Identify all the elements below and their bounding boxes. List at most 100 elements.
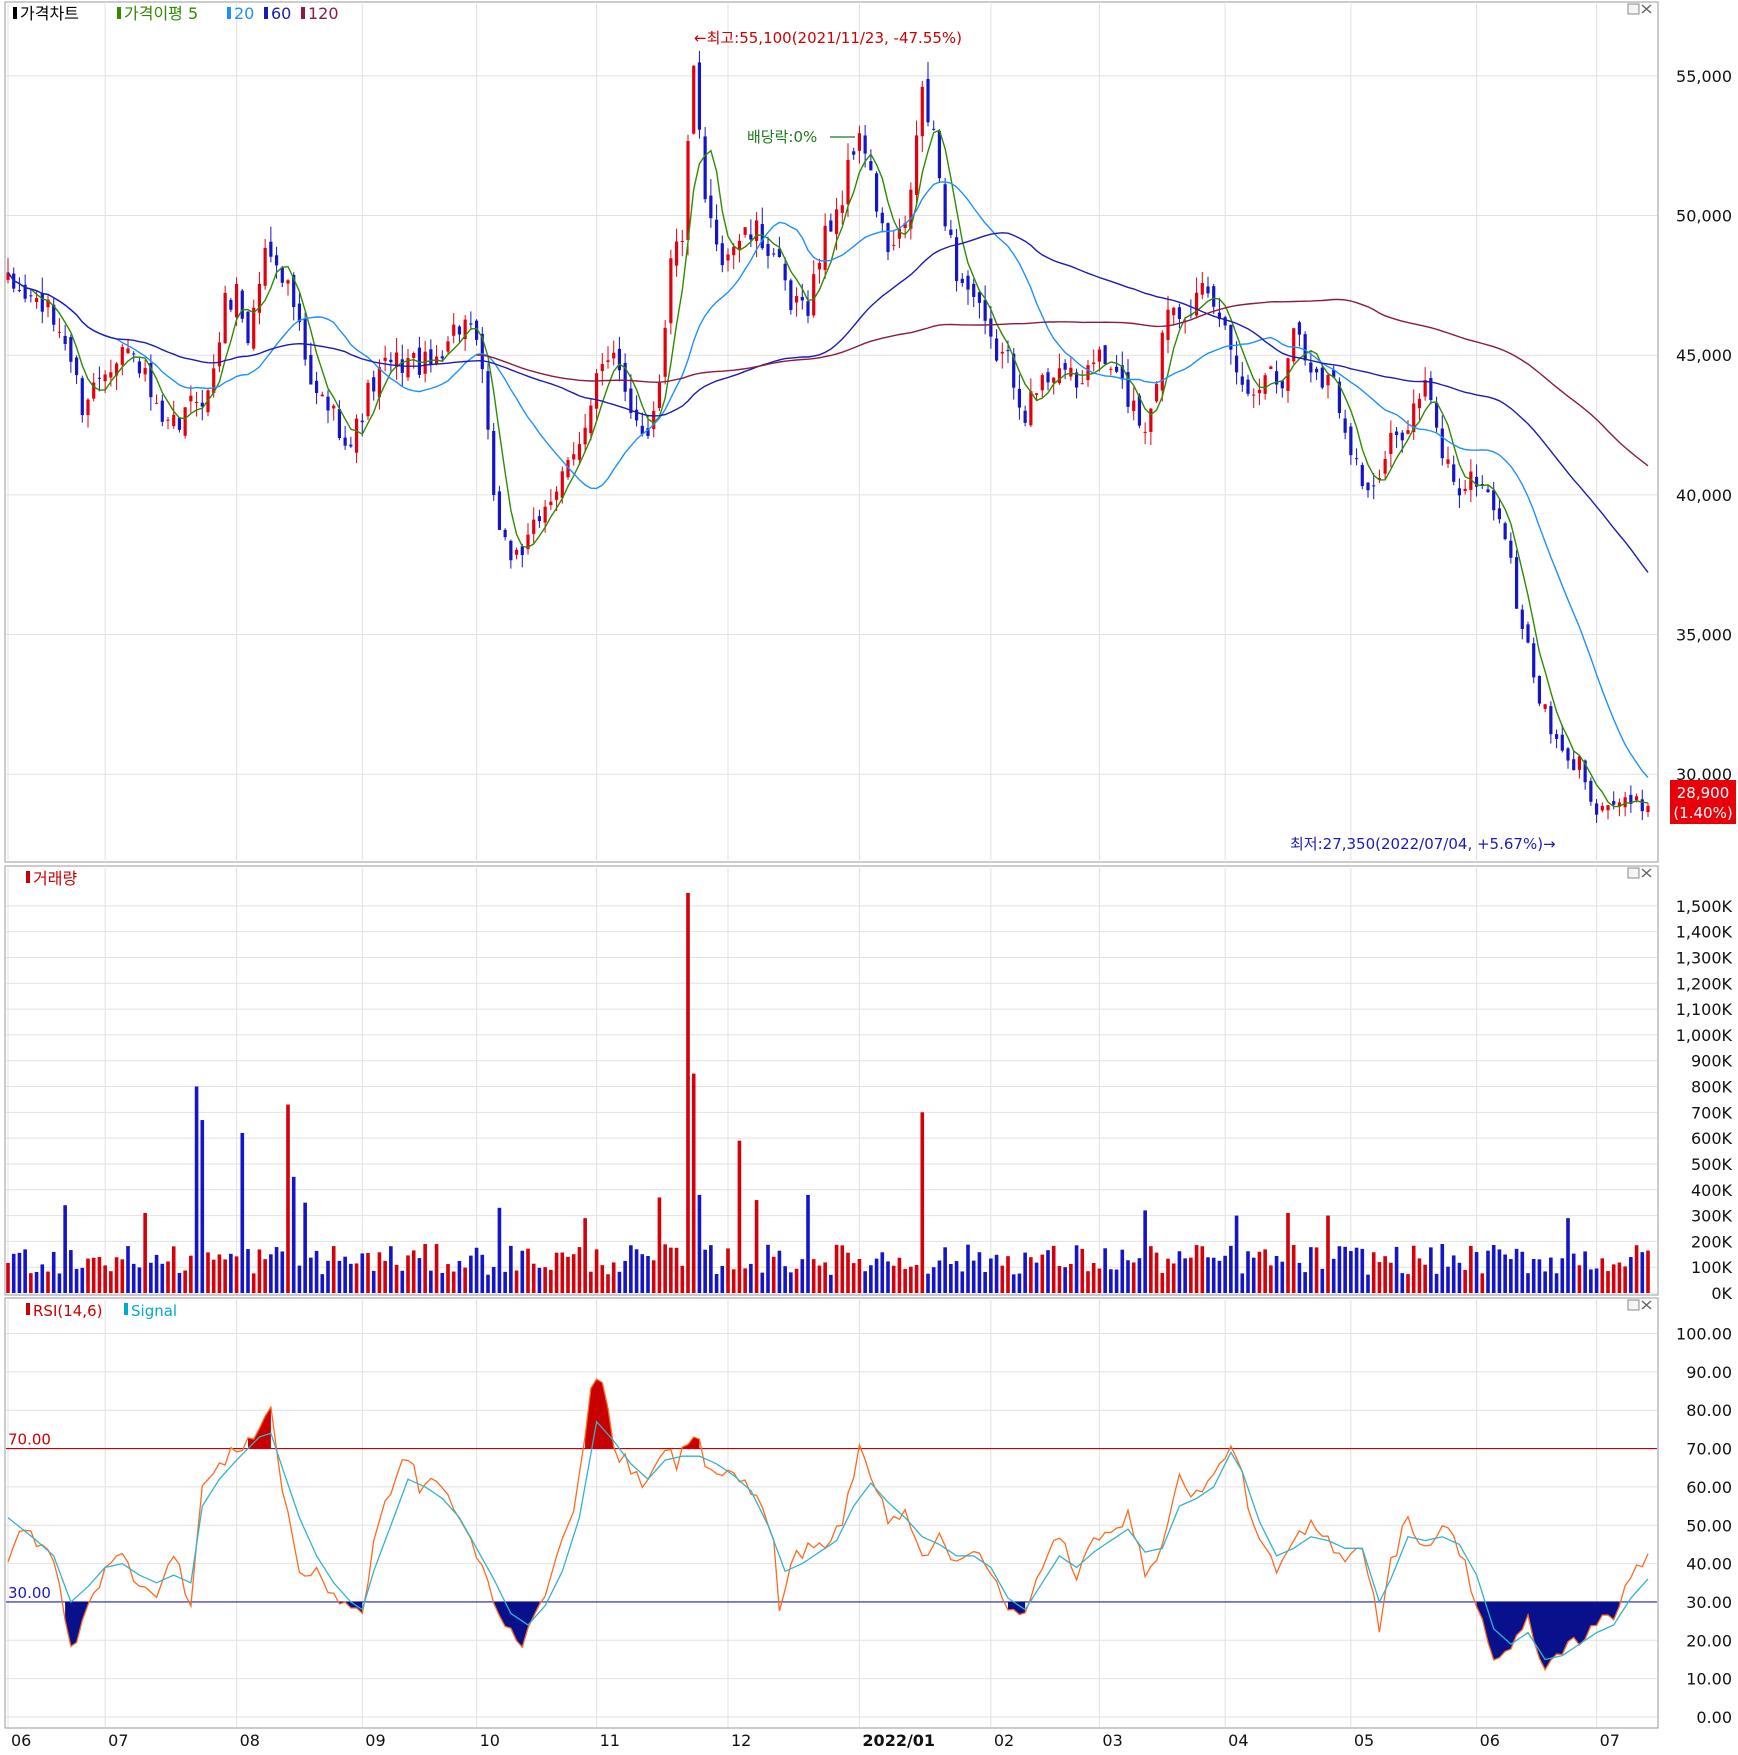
volume-axis-label: 0K [1711, 1284, 1732, 1303]
candle [583, 413, 587, 453]
candle-body [309, 354, 313, 385]
candle-body [549, 501, 553, 506]
volume-bar [526, 1248, 530, 1293]
candle [23, 274, 27, 303]
candle [1377, 469, 1382, 484]
candle [697, 50, 702, 139]
candle [823, 213, 827, 279]
candle-body [297, 303, 302, 323]
candle-body [857, 133, 862, 151]
candle-body [754, 220, 759, 242]
signal-line [7, 1420, 1649, 1661]
volume-bar [771, 1256, 776, 1293]
candle-body [63, 335, 67, 345]
minimize-icon[interactable] [1627, 3, 1640, 15]
candle [1240, 361, 1244, 392]
candle [469, 311, 473, 330]
candle [503, 528, 507, 541]
close-icon[interactable] [1641, 4, 1652, 14]
volume-bar [1206, 1257, 1210, 1293]
volume-axis-label: 200K [1691, 1232, 1733, 1251]
volume-bar [1623, 1266, 1627, 1293]
candle [1497, 499, 1502, 524]
minimize-icon[interactable] [1627, 1299, 1640, 1311]
volume-bar [1543, 1271, 1547, 1293]
candle-body [1606, 805, 1610, 811]
close-icon[interactable] [1641, 1300, 1652, 1310]
x-axis-label: 09 [365, 1731, 385, 1750]
close-icon[interactable] [1641, 868, 1652, 878]
candle-body [429, 349, 433, 365]
candle-body [1126, 372, 1130, 407]
volume-bar [1491, 1245, 1496, 1293]
volume-bar [1051, 1245, 1056, 1293]
legend-marker [117, 7, 121, 19]
volume-bar [1194, 1245, 1199, 1293]
volume-axis-label: 900K [1691, 1052, 1733, 1071]
candle [1440, 415, 1444, 466]
volume-bar [703, 1249, 707, 1293]
candle-body [383, 357, 387, 361]
candle [1343, 409, 1347, 440]
candle-body [1252, 394, 1256, 396]
candle [880, 207, 884, 233]
minimize-icon[interactable] [1627, 867, 1640, 879]
candle-body [937, 131, 942, 179]
candle-body [1200, 283, 1204, 295]
volume-bar [754, 1200, 759, 1293]
candle-body [17, 290, 22, 292]
candle [269, 226, 273, 263]
candle [760, 207, 764, 251]
volume-bar [1200, 1246, 1205, 1293]
candle [309, 342, 313, 385]
volume-bar [954, 1261, 959, 1293]
rsi-level-label: 70.00 [8, 1431, 51, 1449]
candle [549, 489, 553, 511]
candle [966, 270, 970, 305]
candle-body [612, 352, 616, 359]
volume-bar [1417, 1258, 1422, 1293]
candle-body [274, 255, 279, 266]
volume-bar [737, 1140, 742, 1293]
candle-body [126, 348, 130, 354]
volume-bar [1314, 1247, 1319, 1293]
candle [1137, 393, 1142, 429]
candle-body [1497, 508, 1502, 520]
candle [1406, 419, 1410, 435]
candle [520, 543, 524, 568]
candle-body [69, 337, 73, 362]
volume-panel-controls[interactable] [1627, 867, 1652, 879]
candle [594, 369, 599, 421]
volume-bar [451, 1271, 456, 1293]
candle-body [634, 409, 639, 421]
volume-bar [1446, 1266, 1450, 1293]
candle-body [1269, 366, 1273, 370]
volume-bar [69, 1250, 73, 1293]
volume-bar [131, 1263, 136, 1293]
volume-bar [840, 1245, 845, 1293]
candle [234, 277, 239, 327]
candle-body [514, 549, 519, 555]
candle-body [246, 311, 250, 344]
candle [97, 366, 102, 392]
candle-body [474, 320, 479, 340]
volume-bar [657, 1197, 662, 1293]
price-panel-controls[interactable] [1627, 3, 1652, 15]
price-axis-label: 50,000 [1676, 207, 1732, 226]
candle-body [1469, 471, 1473, 490]
candle-body [234, 283, 239, 318]
volume-bar [589, 1271, 593, 1293]
candle-body [240, 290, 244, 319]
x-axis-label: 04 [1228, 1731, 1248, 1750]
volume-axis-label: 1,500K [1676, 897, 1733, 916]
rsi-panel-controls[interactable] [1627, 1299, 1652, 1311]
candle-body [606, 360, 610, 362]
ma120-line [476, 298, 1649, 467]
candle-body [1086, 365, 1090, 381]
candle-body [1194, 292, 1199, 316]
candle-body [263, 247, 267, 286]
volume-bar [726, 1248, 730, 1293]
volume-bar [680, 1265, 685, 1293]
candle-body [486, 371, 490, 430]
candle-body [926, 78, 930, 123]
